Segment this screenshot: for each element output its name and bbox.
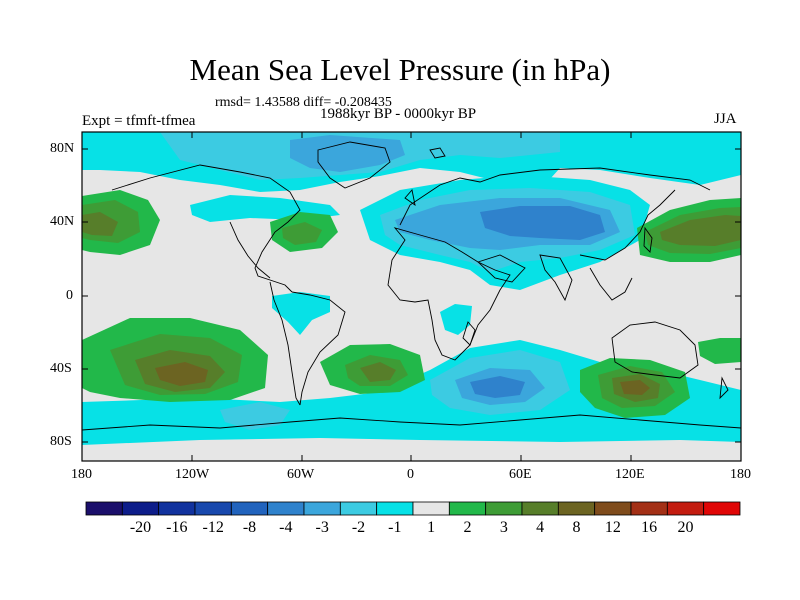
- lon-label-180e: 180: [730, 467, 751, 482]
- lat-label-80s: 80S: [50, 434, 72, 449]
- lat-label-40s: 40S: [50, 361, 72, 376]
- colorbar-tick-label: -20: [129, 519, 152, 536]
- coastlines: [82, 141, 741, 431]
- contour-southern-cyan: [82, 340, 741, 461]
- colorbar-tick-label: 4: [536, 519, 545, 536]
- colorbar-box: [703, 501, 741, 516]
- season-label: JJA: [714, 111, 737, 127]
- contour-south-atlantic-4: [360, 362, 396, 382]
- contour-north-pacific-east-4: [660, 215, 741, 246]
- coast-new-zealand: [719, 376, 729, 400]
- colorbar-box: [194, 501, 232, 516]
- coast-south-america: [291, 291, 346, 406]
- colorbar-tick-label: 3: [499, 519, 508, 536]
- pressure-field: [82, 132, 741, 461]
- contour-north-atlantic-3: [282, 222, 322, 245]
- colorbar-box: [339, 501, 378, 516]
- coast-east-asia: [579, 189, 676, 261]
- colorbar: [85, 501, 741, 516]
- colorbar-box: [448, 501, 487, 516]
- colorbar-tick-label: -8: [242, 519, 257, 536]
- contour-antarctic-grey: [82, 438, 741, 461]
- colorbar-tick-label: 8: [572, 519, 581, 536]
- coast-india: [539, 254, 573, 302]
- colorbar-box: [267, 501, 305, 516]
- colorbar-tick-label: -2: [351, 519, 366, 536]
- coast-north-america: [111, 164, 301, 293]
- contour-eurasia-minus4: [480, 206, 605, 240]
- lon-label-60e: 60E: [509, 467, 532, 482]
- contour-south-pacific-8: [155, 362, 208, 386]
- contour-indian-cyan: [440, 304, 472, 335]
- colorbar-box: [630, 501, 668, 516]
- colorbar-box: [230, 501, 269, 516]
- colorbar-tick-label: 16: [641, 519, 658, 536]
- colorbar-box: [594, 501, 632, 516]
- lon-label-0: 0: [407, 467, 414, 482]
- colorbar-box: [376, 501, 414, 516]
- contour-south-indian-8: [620, 380, 650, 395]
- coast-antarctica: [82, 414, 741, 431]
- lat-label-80n: 80N: [50, 141, 75, 156]
- contour-north-pacific-west-4: [82, 212, 118, 236]
- colorbar-box: [85, 501, 123, 516]
- coast-europe: [399, 167, 711, 226]
- colorbar-box: [557, 501, 596, 516]
- contour-chile-green: [698, 338, 741, 364]
- colorbar-tick-label: -3: [315, 519, 329, 536]
- coast-central-america: [229, 221, 271, 279]
- coast-southeast-asia: [589, 267, 633, 301]
- contour-south-pacific-minus2: [220, 402, 290, 430]
- coast-madagascar: [462, 321, 476, 346]
- coast-japan: [643, 226, 653, 253]
- period-label: 1988kyr BP - 0000kyr BP: [320, 106, 477, 122]
- colorbar-tick-label: 1: [427, 519, 436, 536]
- experiment-label: Expt = tfmft-tfmea: [82, 113, 196, 129]
- lon-label-180w: 180: [71, 467, 92, 482]
- colorbar-tick-label: -4: [279, 519, 293, 536]
- colorbar-box: [666, 501, 705, 516]
- colorbar-box: [521, 501, 559, 516]
- lon-label-120w: 120W: [175, 467, 210, 482]
- coast-south-america-west: [269, 281, 301, 406]
- colorbar-box: [412, 501, 450, 516]
- axis-ticks: [82, 132, 741, 461]
- colorbar-box: [121, 501, 160, 516]
- lat-label-0: 0: [66, 288, 73, 303]
- coast-arabia: [477, 254, 526, 283]
- colorbar-tick-label: -16: [166, 519, 188, 536]
- lat-label-40n: 40N: [50, 214, 75, 229]
- stats-text: rmsd= 1.43588 diff= -0.208435: [215, 95, 392, 110]
- colorbar-box: [485, 501, 523, 516]
- lon-label-120e: 120E: [615, 467, 645, 482]
- coast-svalbard: [429, 147, 446, 159]
- colorbar-tick-label: 12: [604, 519, 621, 536]
- colorbar-box: [303, 501, 341, 516]
- coast-uk: [404, 189, 416, 207]
- colorbar-box: [158, 501, 196, 516]
- contour-equator-cyan: [272, 292, 330, 335]
- contour-southern-minus4: [470, 376, 525, 398]
- colorbar-tick-label: 2: [463, 519, 472, 536]
- map-title: Mean Sea Level Pressure (in hPa): [189, 52, 611, 87]
- coast-greenland: [317, 141, 391, 189]
- coast-africa: [387, 227, 511, 361]
- coast-australia: [611, 321, 699, 379]
- colorbar-tick-label: -1: [388, 519, 402, 536]
- colorbar-tick-label: 20: [677, 519, 694, 536]
- colorbar-tick-label: -12: [202, 519, 224, 536]
- lon-label-60w: 60W: [287, 467, 315, 482]
